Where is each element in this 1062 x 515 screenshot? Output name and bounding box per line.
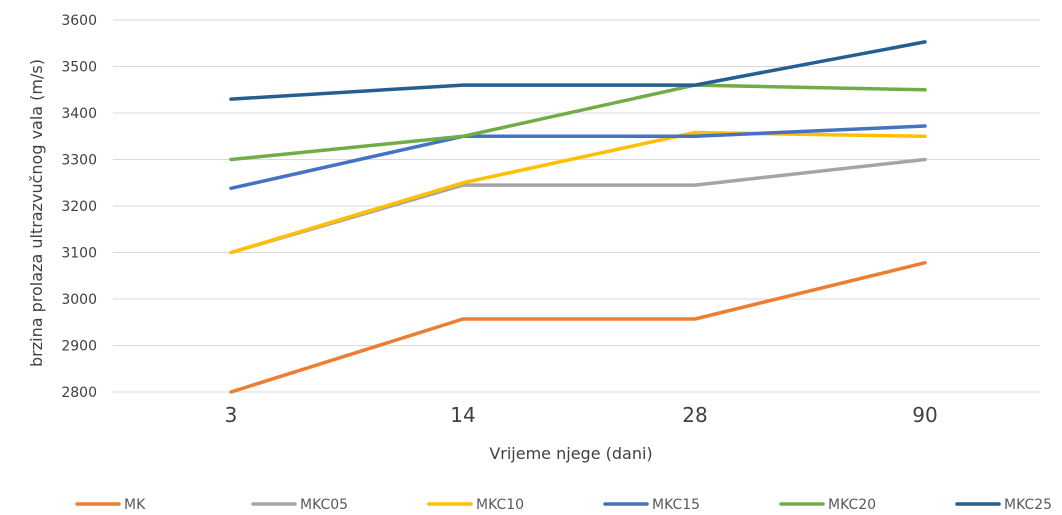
y-tick-label: 3100	[61, 246, 97, 262]
y-tick-label: 3600	[61, 13, 97, 29]
legend-label: MKC10	[476, 497, 524, 513]
x-tick-label: 14	[450, 403, 475, 427]
legend-item-mkc05: MKC05	[251, 497, 348, 513]
x-tick-label: 28	[682, 403, 707, 427]
y-tick-label: 3000	[61, 292, 97, 308]
gridlines	[113, 19, 1040, 393]
y-tick-label: 3400	[61, 106, 97, 122]
y-axis-ticks: 2800 2900 3000 3100 3200 3300 3400 3500 3600	[61, 13, 97, 401]
y-tick-label: 2800	[61, 385, 97, 401]
x-tick-label: 3	[225, 403, 238, 427]
y-axis-title: brzina prolaza ultrazvučnog vala (m/s)	[27, 59, 46, 367]
legend-label: MKC20	[828, 497, 876, 513]
legend-item-mkc10: MKC10	[427, 497, 524, 513]
legend-item-mk: MK	[75, 497, 146, 513]
y-tick-label: 3200	[61, 199, 97, 215]
legend-label: MKC25	[1004, 497, 1052, 513]
x-tick-label: 90	[912, 403, 937, 427]
x-axis-ticks: 3 14 28 90	[225, 403, 938, 427]
y-tick-label: 2900	[61, 339, 97, 355]
series-line-mkc25	[229, 40, 927, 101]
y-tick-label: 3300	[61, 153, 97, 169]
series-lines	[229, 40, 927, 394]
legend-item-mkc20: MKC20	[779, 497, 876, 513]
legend: MK MKC05 MKC10 MKC15 MKC20 MKC25	[75, 497, 1052, 513]
legend-label: MKC15	[652, 497, 700, 513]
series-line-mkc10	[229, 130, 927, 255]
series-line-mkc15	[229, 124, 927, 191]
legend-item-mkc15: MKC15	[603, 497, 700, 513]
legend-label: MK	[124, 497, 146, 513]
series-line-mkc20	[229, 83, 927, 162]
legend-item-mkc25: MKC25	[955, 497, 1052, 513]
y-tick-label: 3500	[61, 60, 97, 76]
legend-label: MKC05	[300, 497, 348, 513]
series-line-mk	[229, 260, 927, 394]
x-axis-title: Vrijeme njege (dani)	[489, 444, 652, 463]
